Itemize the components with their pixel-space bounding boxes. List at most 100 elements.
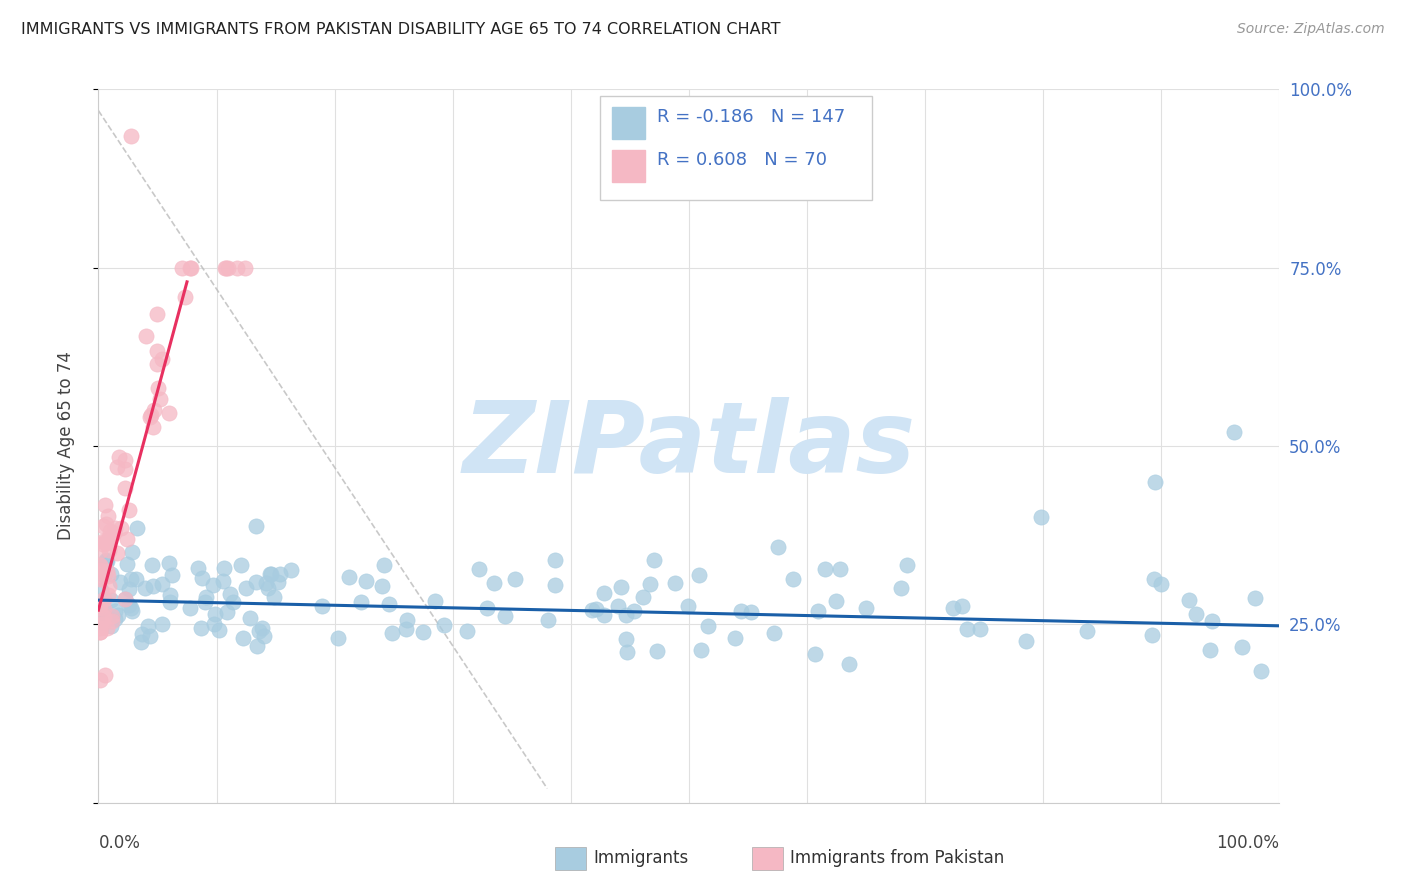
Point — [204, 607, 226, 621]
FancyBboxPatch shape — [600, 96, 872, 200]
Point — [433, 618, 456, 632]
Point — [179, 260, 201, 275]
Point — [90, 583, 112, 598]
Point — [170, 260, 193, 275]
Point — [139, 629, 162, 643]
Point — [146, 343, 169, 358]
Point — [740, 605, 762, 619]
Point — [159, 595, 181, 609]
Point — [256, 581, 278, 595]
Point — [381, 626, 404, 640]
Text: 100.0%: 100.0% — [1216, 834, 1279, 852]
Point — [378, 597, 401, 611]
Point — [484, 575, 506, 590]
Point — [141, 558, 163, 573]
Point — [354, 574, 377, 588]
Point — [118, 582, 141, 596]
Point — [89, 599, 111, 613]
Point — [969, 622, 991, 636]
Point — [208, 624, 231, 638]
Point — [217, 260, 239, 275]
Point — [159, 588, 181, 602]
Point — [252, 629, 274, 643]
Point — [114, 453, 136, 467]
Point — [350, 595, 373, 609]
Point — [267, 574, 290, 589]
Point — [855, 600, 877, 615]
Point — [131, 627, 153, 641]
Point — [149, 392, 172, 406]
Point — [100, 567, 122, 582]
Text: ZIPatlas: ZIPatlas — [463, 398, 915, 494]
Point — [616, 645, 638, 659]
Point — [616, 608, 638, 623]
Point — [104, 521, 127, 535]
Point — [124, 572, 146, 586]
Point — [89, 558, 111, 573]
Point — [623, 604, 645, 618]
FancyBboxPatch shape — [612, 107, 645, 139]
Point — [94, 517, 117, 532]
Point — [585, 602, 607, 616]
Point — [396, 613, 419, 627]
Point — [245, 575, 267, 590]
Point — [942, 601, 965, 615]
Point — [194, 595, 217, 609]
Point — [423, 594, 446, 608]
Point — [190, 622, 212, 636]
Point — [1232, 640, 1254, 654]
Point — [814, 562, 837, 576]
Point — [730, 604, 752, 618]
Point — [120, 572, 142, 586]
Point — [146, 381, 169, 395]
Point — [94, 498, 117, 512]
Point — [100, 593, 122, 607]
Point — [91, 536, 114, 550]
Point — [94, 553, 117, 567]
Point — [89, 673, 111, 688]
Point — [896, 558, 918, 573]
Point — [825, 593, 848, 607]
Point — [956, 622, 979, 636]
Point — [191, 571, 214, 585]
Point — [146, 307, 169, 321]
Point — [503, 572, 526, 586]
Point — [89, 624, 111, 639]
Point — [105, 546, 128, 560]
Point — [98, 524, 121, 539]
Point — [94, 553, 117, 567]
Point — [950, 599, 973, 614]
Point — [89, 617, 111, 632]
Point — [120, 601, 142, 615]
Point — [96, 621, 118, 635]
Point — [100, 618, 122, 632]
Point — [263, 590, 285, 604]
Point — [232, 631, 254, 645]
Point — [96, 536, 118, 550]
Point — [1178, 593, 1201, 607]
Point — [103, 525, 125, 540]
Point — [97, 535, 120, 549]
Point — [97, 588, 120, 602]
Point — [214, 260, 236, 275]
Point — [187, 561, 209, 575]
Point — [456, 624, 478, 639]
Point — [614, 632, 637, 646]
Point — [259, 567, 281, 582]
Point — [638, 577, 661, 591]
Point — [125, 521, 148, 535]
Point — [89, 615, 111, 630]
Point — [89, 600, 111, 615]
Point — [217, 605, 239, 619]
Point — [468, 562, 491, 576]
Point — [245, 518, 267, 533]
Point — [1076, 624, 1098, 638]
Point — [1223, 425, 1246, 439]
Point — [250, 622, 273, 636]
Point — [246, 640, 269, 654]
Point — [174, 290, 197, 304]
Point — [107, 450, 129, 465]
FancyBboxPatch shape — [612, 150, 645, 182]
Point — [108, 575, 131, 590]
Point — [807, 604, 830, 618]
